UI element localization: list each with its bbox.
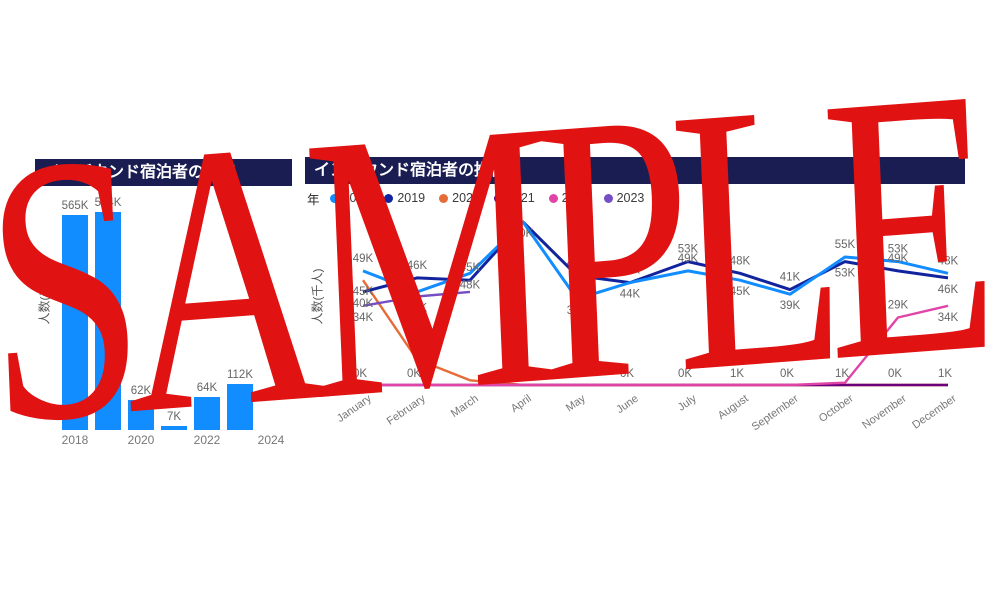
data-label-2019-November: 49K <box>888 253 909 265</box>
data-label-2019-April: 70K <box>513 228 534 240</box>
bar-label-2018: 565K <box>62 200 89 212</box>
legend-dot-2019 <box>384 193 394 203</box>
data-label-zero-June: 0K <box>620 368 634 380</box>
line-2019[interactable] <box>362 220 949 294</box>
legend-label-2020: 2020 <box>452 191 480 205</box>
month-label-May: May <box>564 392 588 414</box>
legend-item-2018[interactable]: 2018 <box>329 191 371 205</box>
month-label-February: February <box>385 392 428 427</box>
data-label-2022-November: 29K <box>888 300 909 312</box>
legend-dot-2022 <box>548 193 558 203</box>
data-label-2019-March: 45K <box>460 262 481 274</box>
line-chart-title: インバウンド宿泊者の推移 <box>305 157 965 184</box>
bar-2022[interactable] <box>194 397 220 430</box>
month-label-January: January <box>335 392 374 425</box>
data-label-2018-July: 49K <box>678 253 699 265</box>
bar-label-2023: 112K <box>227 369 253 381</box>
data-label-2022-December: 34K <box>938 312 959 324</box>
line-2023[interactable] <box>362 290 471 307</box>
data-label-2018-June: 44K <box>620 289 641 301</box>
data-label-2019-August: 48K <box>730 255 751 267</box>
data-label-2018-January: 49K <box>353 253 374 265</box>
data-label-2018-September: 39K <box>780 300 801 312</box>
legend-label-2019: 2019 <box>397 191 426 205</box>
legend-label-2018: 2018 <box>342 191 371 205</box>
legend-dot-2020 <box>439 193 449 203</box>
data-label-2019-September: 41K <box>780 272 801 284</box>
line-2020[interactable] <box>362 279 948 387</box>
data-label-2018-May: 37K <box>567 305 588 317</box>
month-label-July: July <box>676 392 699 413</box>
month-label-April: April <box>509 393 534 415</box>
legend-item-2019[interactable]: 2019 <box>384 191 425 205</box>
data-label-2023-February: 38K <box>407 303 428 315</box>
month-label-October: October <box>817 392 856 424</box>
bar-2019[interactable] <box>95 212 121 430</box>
legend-item-2022[interactable]: 2022 <box>548 191 590 205</box>
data-label-2018-March: 48K <box>460 279 481 291</box>
bar-chart-title: インバウンド宿泊者の推移 <box>35 159 292 186</box>
data-label-zero-November: 0K <box>888 368 902 380</box>
data-label-2020-February: 11K <box>407 321 427 333</box>
data-label-2019-May: 47K <box>567 258 588 270</box>
data-label-zero-February: 0K <box>407 368 421 380</box>
line-2018[interactable] <box>362 220 949 301</box>
bar-label-2020: 62K <box>131 385 152 397</box>
line-2022[interactable] <box>363 304 949 387</box>
bar-label-2022: 64K <box>197 382 218 394</box>
bar-chart-plot-area[interactable]: 565K 584K 62K 7K 64K 112K 2018 2020 2022 2024 <box>30 190 300 450</box>
data-label-zero-May: 1K <box>567 368 581 380</box>
legend-item-2023[interactable]: 2023 <box>603 191 645 205</box>
data-label-2020-January: 45K <box>353 286 374 298</box>
x-tick-2020: 2020 <box>128 433 155 447</box>
legend-dot-2023 <box>603 193 613 203</box>
bar-label-2021: 7K <box>167 411 181 423</box>
data-label-2018-October: 55K <box>835 239 856 251</box>
data-label-zero-July: 0K <box>678 368 692 380</box>
data-label-2019-December: 46K <box>938 284 959 296</box>
bar-2023[interactable] <box>227 384 253 430</box>
data-label-zero-October: 1K <box>835 368 849 380</box>
legend-title: 年 <box>307 192 320 207</box>
bar-label-2019: 584K <box>95 197 122 209</box>
data-label-2019-July: 53K <box>678 244 699 256</box>
x-tick-2024: 2024 <box>258 433 285 447</box>
bar-2020[interactable] <box>128 400 154 430</box>
month-label-November: November <box>860 392 909 431</box>
data-label-zero-September: 0K <box>780 368 794 380</box>
month-label-September: September <box>750 392 801 433</box>
legend-label-2022: 2022 <box>561 191 590 205</box>
data-label-zero-January: 0K <box>353 368 367 380</box>
legend-label-2021: 2021 <box>506 191 535 205</box>
data-label-2023-January: 34K <box>353 312 374 324</box>
data-label-2019-October: 53K <box>835 268 856 280</box>
legend-dot-2018 <box>329 193 339 203</box>
data-label-zero-December: 1K <box>938 368 952 380</box>
line-chart-legend: 年 2018 2019 2020 2021 2022 2023 <box>307 189 658 207</box>
data-label-2019-June: 44K <box>620 265 641 277</box>
legend-dot-2021 <box>493 193 503 203</box>
line-chart-plot-area[interactable]: 49K 48K 37K 44K 49K 45K 39K 55K 53K 48K 40K 46K 45K 7… <box>305 205 980 450</box>
month-label-December: December <box>910 392 959 431</box>
data-label-2019-January: 40K <box>353 298 374 310</box>
legend-label-2023: 2023 <box>616 191 645 205</box>
data-label-2018-August: 45K <box>730 286 751 298</box>
month-label-August: August <box>716 393 751 422</box>
bar-2021[interactable] <box>161 426 187 430</box>
data-label-2019-February: 46K <box>407 260 428 272</box>
month-label-June: June <box>614 393 640 417</box>
data-label-2018-November: 53K <box>888 244 909 256</box>
x-tick-2018: 2018 <box>62 433 89 447</box>
legend-item-2021[interactable]: 2021 <box>493 191 535 205</box>
data-label-2018-December: 48K <box>938 255 959 267</box>
data-label-zero-August: 1K <box>730 368 744 380</box>
month-label-March: March <box>449 393 481 420</box>
x-tick-2022: 2022 <box>194 433 221 447</box>
legend-item-2020[interactable]: 2020 <box>439 191 480 205</box>
data-label-zero-April: 0K <box>513 368 527 380</box>
bar-2018[interactable] <box>62 215 88 430</box>
